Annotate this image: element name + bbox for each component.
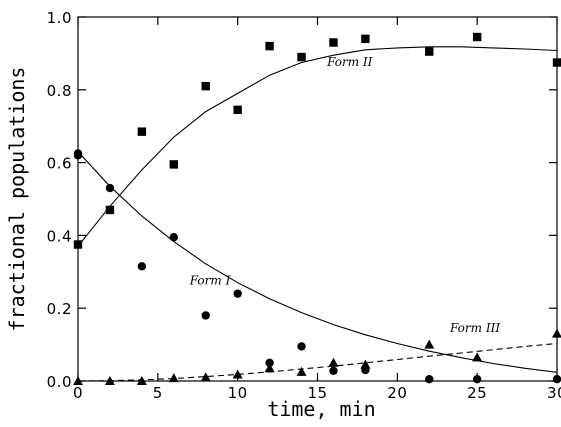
point-triangle (168, 373, 179, 383)
point-triangle (73, 376, 83, 385)
data-points (73, 32, 561, 385)
point-triangle (264, 363, 275, 373)
point-square (73, 240, 83, 249)
point-circle (233, 289, 242, 298)
point-square (169, 160, 178, 169)
point-triangle (232, 369, 243, 379)
point-square (137, 127, 147, 136)
x-tick-label: 20 (387, 384, 407, 402)
point-square (233, 105, 242, 115)
point-circle (201, 311, 210, 320)
y-tick-label: 0.0 (47, 373, 72, 391)
point-triangle (552, 328, 561, 338)
point-square (425, 47, 434, 56)
x-tick-label: 30 (547, 384, 561, 402)
y-tick-label: 0.2 (47, 300, 72, 318)
point-square (361, 34, 370, 44)
point-square (201, 81, 210, 91)
point-circle (472, 374, 482, 384)
curve-label: Form III (449, 321, 500, 335)
point-triangle (200, 372, 211, 382)
point-triangle (104, 376, 115, 385)
point-triangle (472, 352, 483, 362)
axis-tick-labels: 0 5 10 15 20 25 30 0.0 0.2 0.4 0.6 0.8 1.0 (47, 9, 561, 402)
x-tick-label: 25 (467, 384, 487, 402)
point-circle (73, 151, 83, 160)
fit-curve-form-i (77, 151, 558, 373)
point-triangle (328, 357, 339, 367)
fit-curve-form-ii (77, 46, 558, 247)
point-circle (137, 262, 147, 271)
fit-curve-form-iii (77, 342, 558, 382)
point-circle (297, 342, 306, 351)
point-square (329, 38, 338, 47)
point-circle (105, 183, 115, 193)
point-square (297, 52, 306, 62)
y-tick-label: 0.6 (47, 155, 72, 173)
x-tick-label: 0 (73, 384, 83, 402)
point-square (105, 205, 115, 215)
x-tick-label: 5 (153, 384, 163, 402)
point-circle (265, 358, 274, 367)
curve-labels: Form I Form II Form III (189, 55, 501, 335)
point-triangle (424, 339, 435, 349)
point-triangle (296, 366, 307, 376)
point-square (552, 58, 561, 67)
point-circle (329, 366, 338, 376)
y-tick-label: 1.0 (47, 9, 72, 27)
y-axis-label: fractional populations (5, 67, 29, 332)
point-square (265, 41, 274, 51)
curve-label: Form I (189, 274, 231, 288)
x-tick-label: 10 (228, 384, 248, 402)
point-triangle (136, 376, 147, 385)
x-tick-label: 15 (307, 384, 327, 402)
point-circle (169, 233, 178, 242)
point-triangle (360, 359, 371, 369)
point-circle (552, 374, 561, 384)
curve-label: Form II (326, 55, 373, 69)
x-axis-label: time, min (267, 397, 375, 421)
point-circle (425, 374, 434, 384)
y-tick-label: 0.4 (47, 227, 72, 245)
y-tick-label: 0.8 (47, 82, 72, 100)
point-square (472, 32, 482, 42)
